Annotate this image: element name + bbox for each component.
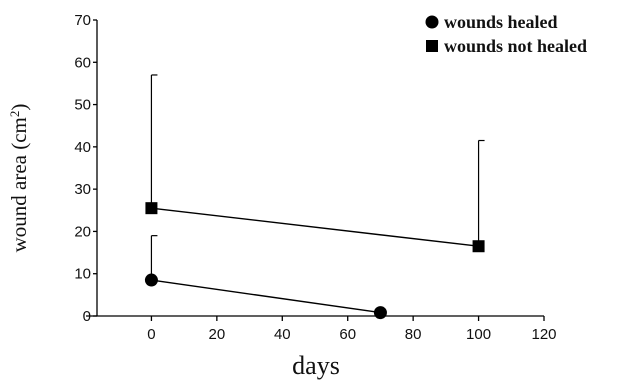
data-point-not-healed — [145, 202, 158, 215]
data-markers — [144, 202, 485, 320]
series-line-not-healed — [151, 207, 479, 247]
ticks: 0 10 20 30 40 50 60 70 0 20 40 60 80 100 120 — [74, 12, 556, 343]
series-line-healed — [151, 279, 381, 314]
x-tick-label: 80 — [405, 326, 422, 343]
y-tick-label: 40 — [74, 139, 91, 156]
series-lines — [151, 207, 479, 314]
y-tick-label: 70 — [74, 12, 91, 29]
legend-label-healed: wounds healed — [444, 12, 558, 32]
y-tick-label: 30 — [74, 181, 91, 198]
legend-circle-marker — [425, 15, 439, 29]
legend-label-not-healed: wounds not healed — [444, 36, 587, 56]
error-bars — [150, 74, 485, 281]
y-tick-label: 20 — [74, 223, 91, 240]
x-tick-label: 40 — [274, 326, 291, 343]
x-axis-title: days — [292, 351, 340, 380]
y-tick-label: 60 — [74, 54, 91, 71]
x-tick-label: 0 — [147, 326, 155, 343]
x-tick-label: 20 — [209, 326, 226, 343]
x-tick-label: 120 — [531, 326, 556, 343]
legend-square-marker — [426, 40, 438, 52]
y-axis-title-sup: 2 — [7, 111, 22, 118]
axes — [86, 20, 544, 317]
y-axis-title-main: wound area (cm — [7, 117, 31, 252]
y-tick-label: 10 — [74, 266, 91, 283]
legend-item-not-healed: wounds not healed — [426, 36, 587, 56]
data-point-not-healed — [472, 240, 485, 253]
data-point-healed — [373, 306, 387, 320]
x-tick-label: 60 — [339, 326, 356, 343]
y-axis-title: wound area (cm2) — [7, 104, 31, 253]
legend-item-healed: wounds healed — [425, 12, 558, 32]
x-tick-label: 100 — [466, 326, 491, 343]
y-tick-label: 0 — [83, 308, 91, 325]
data-point-healed — [144, 273, 158, 287]
y-tick-label: 50 — [74, 97, 91, 114]
y-axis-title-close: ) — [7, 104, 31, 111]
legend: wounds healed wounds not healed — [425, 12, 587, 56]
